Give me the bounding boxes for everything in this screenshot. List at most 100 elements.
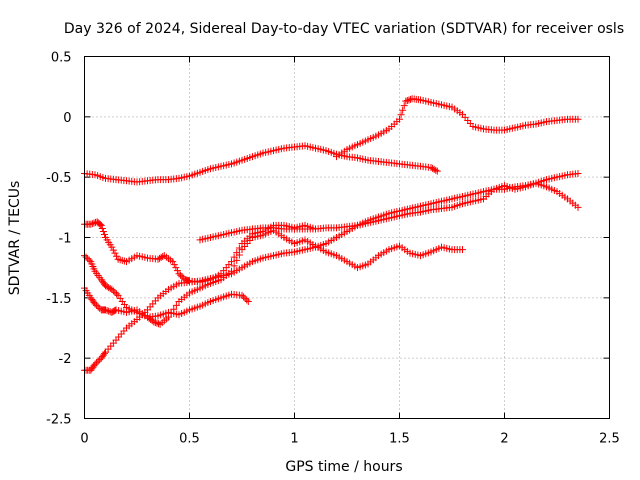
data-point [109, 246, 117, 254]
data-point [100, 350, 108, 358]
data-point [241, 294, 249, 302]
data-point [228, 258, 235, 266]
data-point [154, 255, 162, 263]
data-point [82, 253, 90, 261]
data-point [432, 166, 440, 174]
data-point [238, 291, 246, 299]
data-point [574, 115, 582, 123]
data-point [574, 203, 582, 211]
data-point [98, 224, 106, 232]
data-point [403, 97, 411, 105]
data-point [91, 300, 99, 308]
series-5 [81, 284, 252, 321]
data-point [240, 293, 248, 301]
series-6 [81, 170, 582, 374]
data-point [85, 256, 93, 264]
data-point [230, 262, 238, 270]
data-point [108, 285, 116, 293]
data-point [96, 221, 104, 229]
data-point [169, 258, 177, 266]
data-point [399, 106, 407, 114]
data-point [94, 357, 102, 365]
y-tick-label: 0 [63, 111, 71, 126]
data-point [175, 270, 183, 278]
data-point [430, 165, 438, 173]
data-point [94, 303, 102, 311]
data-point [244, 297, 252, 305]
data-point [173, 267, 181, 275]
data-point [103, 283, 111, 291]
data-point [151, 319, 159, 327]
data-point [177, 271, 185, 279]
y-tick-label: -1 [59, 232, 72, 247]
data-point [397, 111, 405, 119]
y-tick-label: -0.5 [46, 171, 71, 186]
data-point [113, 290, 121, 298]
data-point [405, 96, 413, 104]
data-point [159, 253, 167, 261]
data-point [113, 252, 121, 260]
data-point [156, 254, 164, 262]
data-point [396, 115, 403, 123]
data-point [103, 307, 111, 315]
data-point [88, 220, 96, 228]
data-point [150, 318, 158, 326]
data-point [111, 249, 119, 257]
data-point [153, 319, 161, 327]
y-axis-title: SDTVAR / TECUs [7, 181, 23, 296]
y-tick-label: 0.5 [51, 51, 72, 66]
plot-frame [84, 56, 610, 419]
data-point [433, 167, 441, 175]
x-tick-label: 2.5 [599, 432, 620, 447]
y-tick-label: -2.5 [46, 413, 71, 428]
data-point [105, 284, 113, 292]
x-tick-labels: 0 0.5 1 1.5 2 2.5 [80, 432, 619, 447]
data-series [81, 95, 582, 374]
data-point [574, 170, 582, 178]
x-tick-label: 1 [290, 432, 298, 447]
data-point [243, 296, 251, 304]
data-point [108, 243, 116, 251]
x-axis-title: GPS time / hours [285, 459, 402, 475]
chart-title: Day 326 of 2024, Sidereal Day-to-day VTE… [64, 21, 624, 37]
y-tick-label: -1.5 [46, 292, 71, 307]
series-2 [333, 95, 582, 161]
y-tick-label: -2 [59, 352, 72, 367]
x-tick-label: 2 [500, 432, 508, 447]
data-point [111, 288, 119, 296]
data-point [429, 164, 437, 172]
data-point [87, 220, 95, 228]
data-point [402, 97, 410, 105]
data-point [459, 246, 466, 254]
series-7 [196, 179, 582, 244]
data-point [235, 251, 243, 259]
data-point [99, 227, 107, 235]
data-point [93, 359, 101, 367]
grid [84, 56, 610, 419]
data-point [102, 306, 109, 314]
data-point [172, 301, 180, 309]
data-point [102, 282, 109, 290]
x-tick-label: 1.5 [389, 432, 410, 447]
data-point [155, 320, 163, 328]
data-point [400, 102, 408, 110]
series-1 [81, 142, 441, 186]
data-point [170, 261, 178, 269]
data-point [172, 264, 180, 272]
data-point [178, 273, 186, 281]
data-point [148, 317, 156, 325]
data-point [233, 256, 241, 264]
data-point [97, 221, 105, 229]
data-point [84, 255, 92, 263]
data-point [93, 301, 101, 309]
axis-ticks [84, 56, 610, 419]
data-point [427, 164, 435, 172]
y-tick-labels: 0.5 0 -0.5 -1 -1.5 -2 -2.5 [46, 51, 71, 428]
data-point [109, 287, 117, 295]
x-tick-label: 0 [80, 432, 88, 447]
x-tick-label: 0.5 [179, 432, 200, 447]
data-point [100, 230, 108, 238]
data-point [91, 360, 99, 368]
series-4 [81, 226, 466, 328]
